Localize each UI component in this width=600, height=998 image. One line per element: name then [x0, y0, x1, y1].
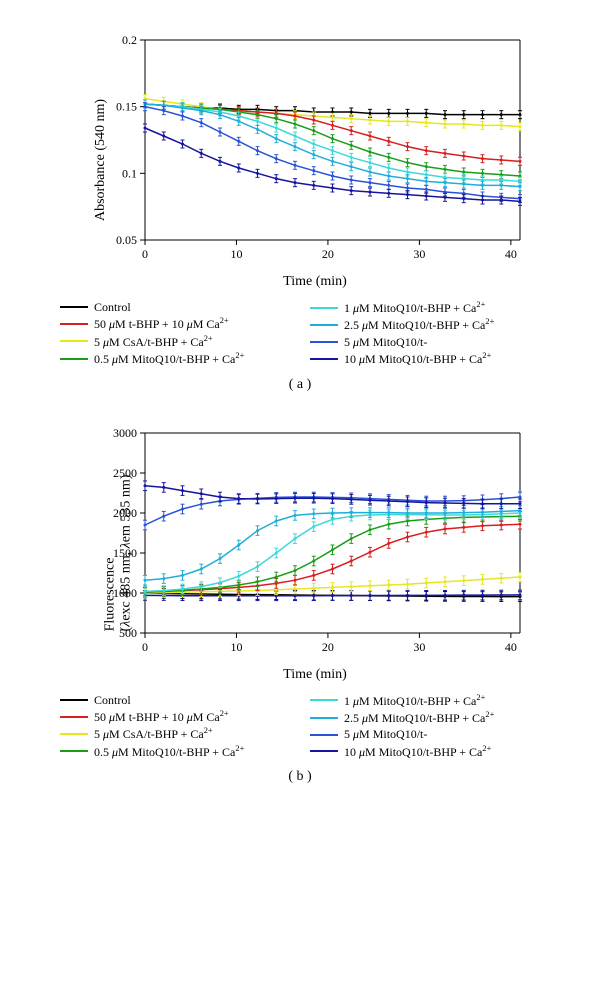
- svg-text:0: 0: [142, 640, 148, 654]
- chart-container: Absorbance (540 nm) 0.050.10.150.2010203…: [100, 30, 580, 290]
- legend-label: 5 μM CsA/t-BHP + Ca2+: [94, 334, 213, 349]
- legend-swatch: [60, 340, 88, 342]
- legend-item: 10 μM MitoQ10/t-BHP + Ca2+: [310, 351, 560, 366]
- svg-text:30: 30: [413, 640, 425, 654]
- legend-swatch: [310, 750, 338, 752]
- svg-text:10: 10: [230, 247, 242, 261]
- panel-caption: ( b ): [20, 769, 580, 785]
- legend-swatch: [310, 699, 338, 701]
- legend-label: 5 μM MitoQ10/t-: [344, 335, 427, 349]
- svg-text:3000: 3000: [113, 426, 137, 440]
- legend-item: 1 μM MitoQ10/t-BHP + Ca2+: [310, 693, 560, 708]
- legend-label: 5 μM CsA/t-BHP + Ca2+: [94, 726, 213, 741]
- svg-text:0.05: 0.05: [116, 233, 137, 247]
- legend-item: 5 μM MitoQ10/t-: [310, 727, 560, 741]
- legend-item: 50 μM t-BHP + 10 μM Ca2+: [60, 709, 310, 724]
- legend-label: 1 μM MitoQ10/t-BHP + Ca2+: [344, 300, 485, 315]
- legend-label: Control: [94, 693, 131, 707]
- legend-item: 50 μM t-BHP + 10 μM Ca2+: [60, 316, 310, 331]
- svg-text:20: 20: [322, 640, 334, 654]
- legend-label: 1 μM MitoQ10/t-BHP + Ca2+: [344, 693, 485, 708]
- legend-label: 0.5 μM MitoQ10/t-BHP + Ca2+: [94, 744, 244, 759]
- legend-label: 5 μM MitoQ10/t-: [344, 727, 427, 741]
- legend-item: 2.5 μM MitoQ10/t-BHP + Ca2+: [310, 710, 560, 725]
- legend-label: 10 μM MitoQ10/t-BHP + Ca2+: [344, 744, 491, 759]
- legend-label: 2.5 μM MitoQ10/t-BHP + Ca2+: [344, 317, 494, 332]
- legend-item: Control: [60, 693, 310, 707]
- legend-swatch: [60, 716, 88, 718]
- legend-swatch: [310, 734, 338, 736]
- panel-caption: ( a ): [20, 377, 580, 393]
- legend-item: 1 μM MitoQ10/t-BHP + Ca2+: [310, 300, 560, 315]
- panel-0: Absorbance (540 nm) 0.05 0.1 0.15 0.2 0 10 20 3…: [20, 30, 580, 393]
- legend-label: 2.5 μM MitoQ10/t-BHP + Ca2+: [344, 710, 494, 725]
- panel-1: Fluorescence(λexc 485 nm, λem 535 nm) 50…: [20, 423, 580, 786]
- svg-text:30: 30: [413, 247, 425, 261]
- svg-text:0.1: 0.1: [122, 166, 137, 180]
- legend-item: 5 μM CsA/t-BHP + Ca2+: [60, 726, 310, 741]
- x-axis-label: Time (min): [100, 667, 530, 683]
- svg-text:0.15: 0.15: [116, 100, 137, 114]
- legend-swatch: [60, 306, 88, 308]
- svg-text:20: 20: [322, 247, 334, 261]
- svg-text:0.2: 0.2: [122, 33, 137, 47]
- legend-swatch: [310, 341, 338, 343]
- legend-label: 50 μM t-BHP + 10 μM Ca2+: [94, 709, 229, 724]
- svg-text:0: 0: [142, 247, 148, 261]
- legend-swatch: [60, 358, 88, 360]
- legend-item: 2.5 μM MitoQ10/t-BHP + Ca2+: [310, 317, 560, 332]
- legend-item: Control: [60, 300, 310, 314]
- legend-item: 5 μM MitoQ10/t-: [310, 335, 560, 349]
- legend-swatch: [60, 323, 88, 325]
- legend: Control 50 μM t-BHP + 10 μM Ca2+ 5 μM Cs…: [60, 693, 560, 762]
- legend-item: 5 μM CsA/t-BHP + Ca2+: [60, 334, 310, 349]
- chart-container: Fluorescence(λexc 485 nm, λem 535 nm) 50…: [100, 423, 580, 683]
- legend-swatch: [60, 750, 88, 752]
- legend-swatch: [60, 733, 88, 735]
- svg-text:40: 40: [505, 640, 517, 654]
- chart-0: 0.05 0.1 0.15 0.2 0 10 20 30 40: [100, 30, 530, 270]
- legend-label: 10 μM MitoQ10/t-BHP + Ca2+: [344, 351, 491, 366]
- legend-swatch: [310, 358, 338, 360]
- legend-item: 0.5 μM MitoQ10/t-BHP + Ca2+: [60, 351, 310, 366]
- legend-label: 0.5 μM MitoQ10/t-BHP + Ca2+: [94, 351, 244, 366]
- legend-item: 0.5 μM MitoQ10/t-BHP + Ca2+: [60, 744, 310, 759]
- x-axis-label: Time (min): [100, 274, 530, 290]
- svg-text:10: 10: [230, 640, 242, 654]
- y-axis-label: Fluorescence(λexc 485 nm, λem 535 nm): [102, 474, 134, 631]
- svg-text:40: 40: [505, 247, 517, 261]
- legend-item: 10 μM MitoQ10/t-BHP + Ca2+: [310, 744, 560, 759]
- legend: Control 50 μM t-BHP + 10 μM Ca2+ 5 μM Cs…: [60, 300, 560, 369]
- legend-swatch: [60, 699, 88, 701]
- legend-swatch: [310, 324, 338, 326]
- legend-swatch: [310, 307, 338, 309]
- y-axis-label: Absorbance (540 nm): [93, 99, 109, 221]
- chart-1: 50010001500200025003000010203040: [100, 423, 530, 663]
- legend-label: Control: [94, 300, 131, 314]
- legend-label: 50 μM t-BHP + 10 μM Ca2+: [94, 316, 229, 331]
- legend-swatch: [310, 717, 338, 719]
